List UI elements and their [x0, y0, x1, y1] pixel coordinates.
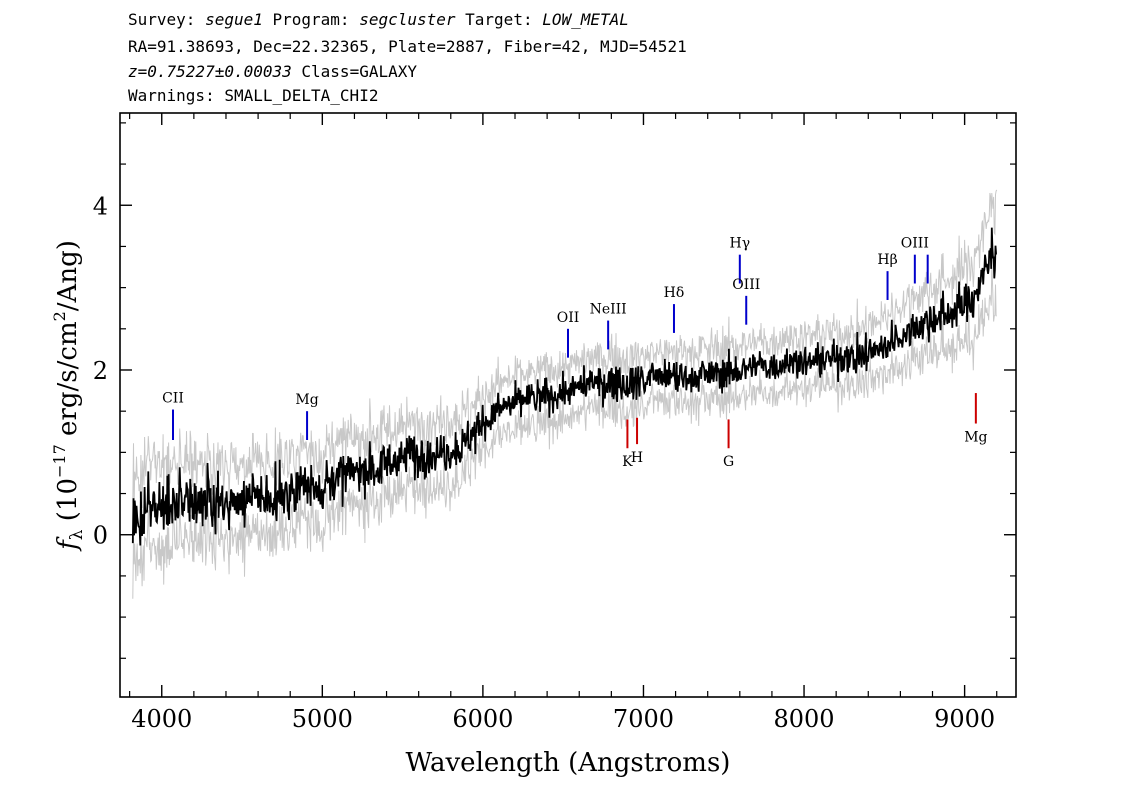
redshift-value: z=0.75227±0.00033 [128, 62, 292, 81]
survey-value: segue1 [205, 10, 263, 29]
survey-label: Survey: [128, 10, 206, 29]
spectral-line-label-8: OIII [901, 236, 929, 252]
target-value: LOW_METAL [542, 10, 629, 29]
x-axis-label: Wavelength (Angstroms) [406, 748, 731, 778]
y-label-pre: (10 [53, 478, 83, 530]
class-value: Class=GALAXY [291, 62, 417, 81]
y-label-sub: λ [67, 529, 87, 540]
x-tick-label: 6000 [452, 705, 513, 733]
spectral-line-label-1: Mg [295, 392, 318, 408]
spectral-line-label-12: G [723, 454, 734, 470]
header-line-redshift: z=0.75227±0.00033 Class=GALAXY [128, 62, 417, 82]
axis-ticks-layer: 4000 5000 6000 7000 8000 9000 0 2 4 [93, 113, 1016, 733]
spectral-line-label-10: K [622, 454, 633, 470]
spectral-line-label-2: OII [557, 310, 580, 326]
y-label-mid: erg/s/cm [53, 321, 83, 444]
spectral-line-label-5: Hγ [730, 236, 751, 252]
spectral-line-label-13: Mg [964, 430, 987, 446]
header-line-warnings: Warnings: SMALL_DELTA_CHI2 [128, 86, 379, 105]
x-tick-label: 8000 [774, 705, 835, 733]
spectral-line-label-11: H [631, 450, 643, 466]
x-tick-label: 5000 [292, 705, 353, 733]
y-axis-label: fλ (10−17 erg/s/cm2/Ang) [50, 240, 87, 552]
program-value: segcluster [359, 10, 456, 29]
spectral-line-label-0: CII [162, 391, 184, 407]
error-series-upper [132, 189, 998, 510]
y-tick-label: 0 [93, 522, 108, 550]
error-series-lower [132, 267, 997, 599]
spectral-line-label-3: NeIII [590, 302, 627, 318]
header-line-survey: Survey: segue1 Program: segcluster Targe… [128, 10, 629, 30]
header-line-coords: RA=91.38693, Dec=22.32365, Plate=2887, F… [128, 37, 687, 56]
spectral-line-label-4: Hδ [664, 285, 685, 301]
x-tick-label: 9000 [934, 705, 995, 733]
x-tick-label: 4000 [131, 705, 192, 733]
y-label-post: /Ang) [53, 240, 83, 311]
x-tick-label: 7000 [613, 705, 674, 733]
program-label: Program: [262, 10, 360, 29]
plot-frame [119, 112, 1017, 698]
flux-layer [131, 227, 997, 546]
error-band-layer [132, 189, 998, 599]
spectral-line-label-7: Hβ [877, 252, 897, 268]
flux-series-line [131, 227, 997, 546]
spectral-line-label-6: OIII [732, 277, 760, 293]
y-label-exp2: 2 [50, 311, 69, 321]
target-label: Target: [455, 10, 543, 29]
y-label-exp: −17 [50, 444, 69, 478]
y-tick-label: 4 [93, 192, 108, 220]
y-tick-label: 2 [93, 357, 108, 385]
